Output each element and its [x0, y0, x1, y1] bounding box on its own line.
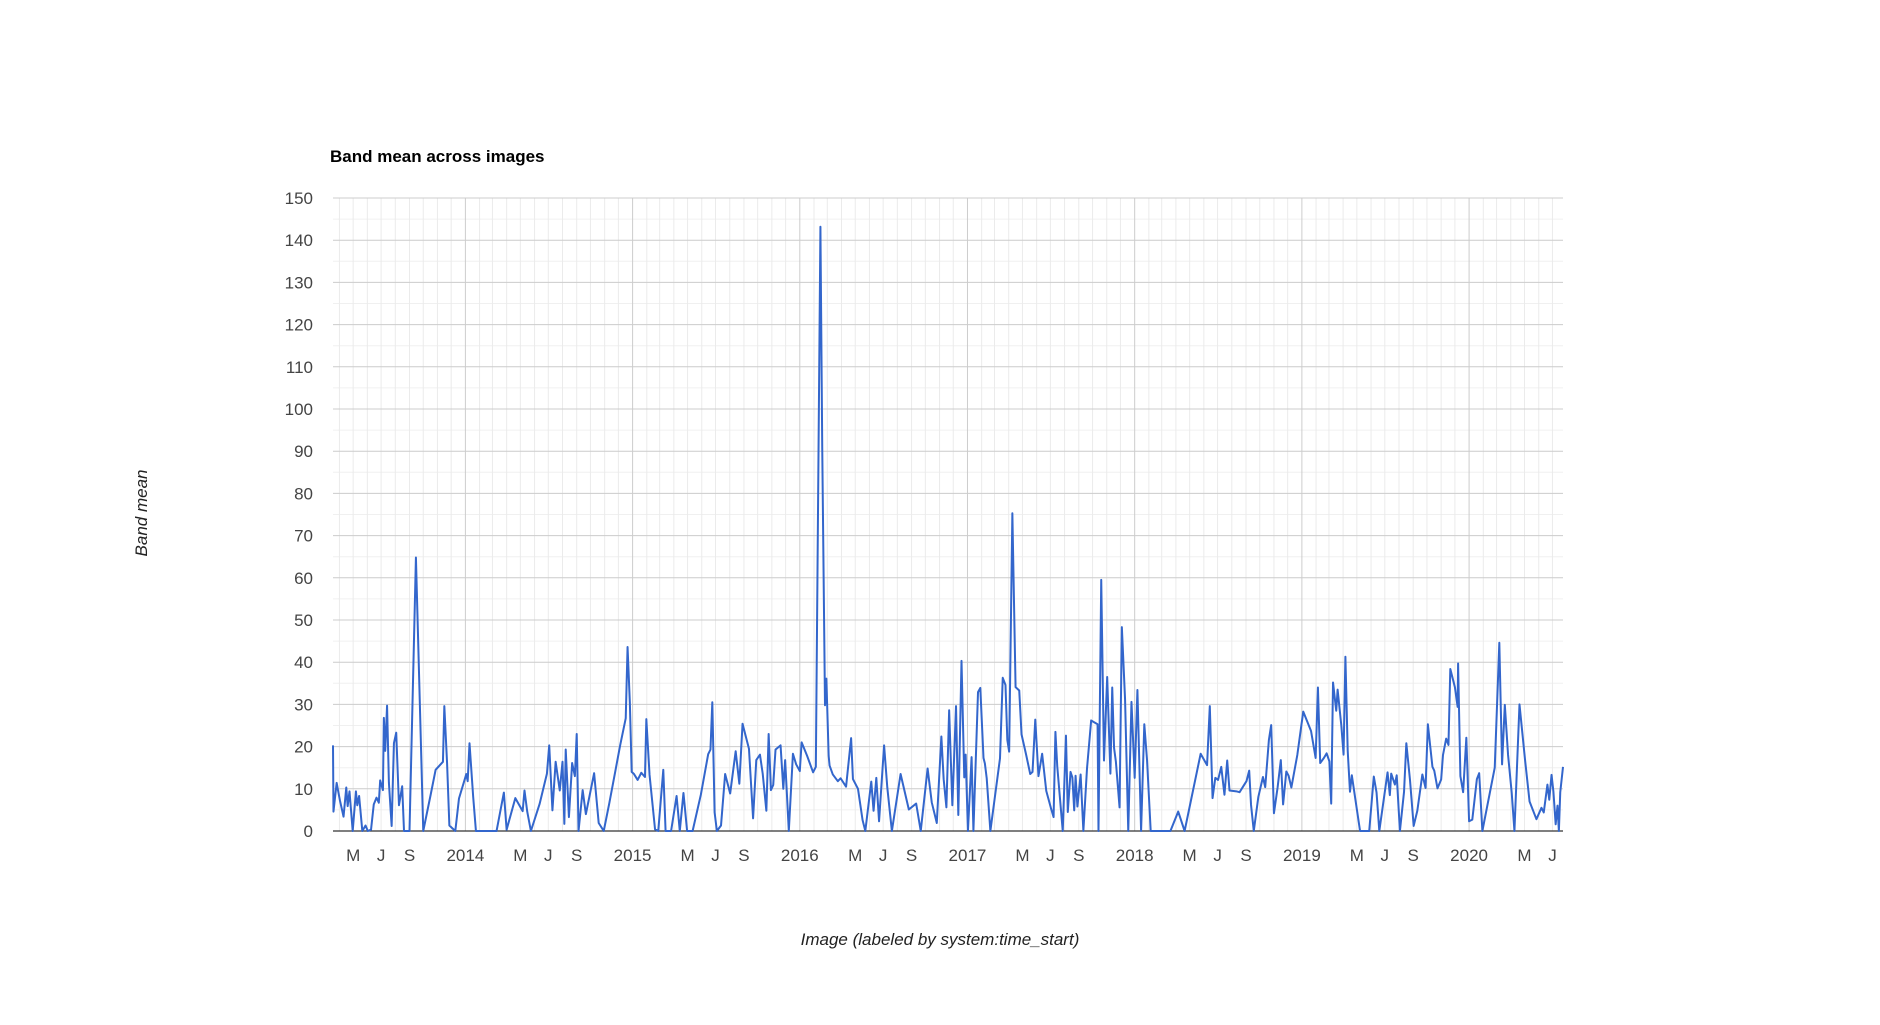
y-tick-label: 150 [285, 189, 313, 208]
y-tick-label: 140 [285, 231, 313, 250]
x-tick-label: 2020 [1450, 846, 1488, 865]
x-tick-label: S [571, 846, 582, 865]
x-tick-label: S [906, 846, 917, 865]
y-tick-label: 0 [304, 822, 313, 841]
y-tick-label: 110 [286, 358, 313, 377]
x-tick-label: M [1183, 846, 1197, 865]
y-tick-label: 10 [294, 780, 313, 799]
y-axis-title: Band mean [132, 470, 151, 557]
grid [333, 197, 1563, 831]
x-tick-label: S [1408, 846, 1419, 865]
y-tick-label: 70 [294, 527, 313, 546]
x-tick-label: S [738, 846, 749, 865]
x-tick-label: M [680, 846, 694, 865]
y-tick-label: 100 [285, 400, 313, 419]
y-tick-label: 30 [294, 695, 313, 714]
x-tick-label: M [848, 846, 862, 865]
x-tick-label: J [711, 846, 720, 865]
x-tick-label: 2015 [614, 846, 652, 865]
x-tick-label: 2016 [781, 846, 819, 865]
y-tick-label: 80 [294, 484, 313, 503]
x-tick-label: J [1548, 846, 1557, 865]
y-tick-label: 90 [294, 442, 313, 461]
x-tick-label: J [1381, 846, 1390, 865]
x-tick-label: S [404, 846, 415, 865]
x-tick-label: J [1046, 846, 1055, 865]
x-tick-label: J [879, 846, 888, 865]
x-tick-label: M [1350, 846, 1364, 865]
y-tick-label: 40 [294, 653, 313, 672]
x-tick-label: 2014 [446, 846, 484, 865]
x-axis-title: Image (labeled by system:time_start) [801, 930, 1080, 949]
x-tick-label: 2019 [1283, 846, 1321, 865]
y-tick-label: 130 [285, 273, 313, 292]
x-tick-label: S [1073, 846, 1084, 865]
x-tick-label: M [346, 846, 360, 865]
y-tick-label: 20 [294, 738, 313, 757]
chart-title: Band mean across images [330, 147, 544, 166]
series-layer [332, 225, 1564, 832]
y-tick-label: 50 [294, 611, 313, 630]
x-tick-label: J [1213, 846, 1222, 865]
series-line[interactable] [332, 225, 1564, 832]
x-tick-label: S [1240, 846, 1251, 865]
x-tick-label: M [1015, 846, 1029, 865]
x-tick-label: 2017 [949, 846, 987, 865]
x-tick-label: 2018 [1116, 846, 1154, 865]
y-tick-label: 60 [294, 569, 313, 588]
x-tick-label: M [513, 846, 527, 865]
y-tick-label: 120 [285, 316, 313, 335]
x-tick-label: J [544, 846, 553, 865]
x-tick-label: M [1517, 846, 1531, 865]
x-tick-label: J [377, 846, 386, 865]
